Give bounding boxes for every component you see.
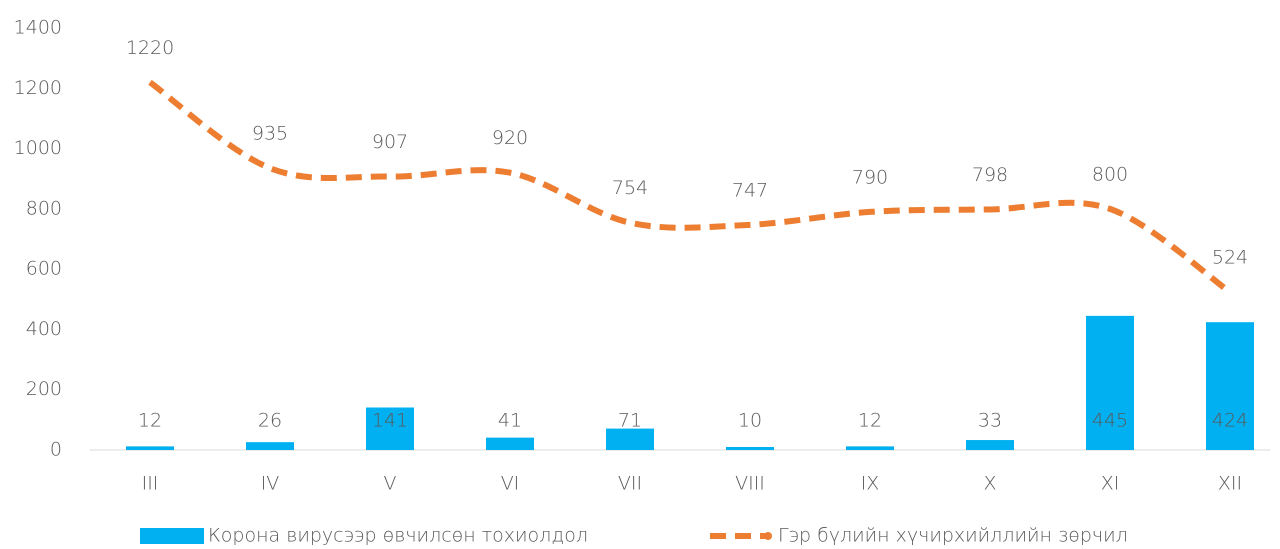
bar-value-label: 141 bbox=[372, 410, 408, 432]
x-tick-label: VI bbox=[501, 473, 520, 495]
bar bbox=[126, 446, 174, 450]
bar bbox=[246, 442, 294, 450]
x-tick-label: VIII bbox=[735, 473, 765, 495]
line-value-label: 798 bbox=[972, 164, 1008, 186]
legend-marker bbox=[764, 532, 772, 540]
y-tick-label: 1200 bbox=[14, 77, 62, 99]
legend-swatch bbox=[140, 528, 204, 544]
line-value-label: 935 bbox=[252, 123, 288, 145]
x-tick-label: VII bbox=[618, 473, 642, 495]
bar-value-label: 12 bbox=[858, 410, 882, 432]
legend-label: Гэр бүлийн хүчирхийллийн зөрчил bbox=[778, 525, 1128, 547]
bar-value-label: 10 bbox=[738, 410, 762, 432]
line-value-label: 1220 bbox=[126, 37, 174, 59]
bar bbox=[606, 428, 654, 450]
x-tick-label: III bbox=[142, 473, 159, 495]
bar-value-label: 12 bbox=[138, 410, 162, 432]
bar-value-label: 33 bbox=[978, 410, 1002, 432]
bar bbox=[1206, 322, 1254, 450]
bar bbox=[1086, 315, 1134, 450]
x-tick-label: X bbox=[983, 473, 996, 495]
bar bbox=[486, 437, 534, 450]
y-tick-label: 1400 bbox=[14, 17, 62, 39]
bar-value-label: 71 bbox=[618, 410, 642, 432]
line bbox=[148, 79, 1232, 295]
y-tick-label: 400 bbox=[26, 318, 62, 340]
line-value-label: 754 bbox=[612, 177, 648, 199]
x-tick-label: IV bbox=[261, 473, 280, 495]
y-tick-label: 600 bbox=[26, 258, 62, 280]
x-tick-label: XII bbox=[1218, 473, 1242, 495]
line-value-label: 524 bbox=[1212, 247, 1248, 269]
y-tick-label: 200 bbox=[26, 378, 62, 400]
line-value-label: 800 bbox=[1092, 163, 1128, 185]
x-tick-label: V bbox=[384, 473, 397, 495]
y-tick-label: 0 bbox=[50, 439, 62, 461]
line-value-label: 747 bbox=[732, 179, 768, 201]
bar bbox=[966, 440, 1014, 450]
bar bbox=[366, 407, 414, 450]
bar bbox=[726, 446, 774, 450]
line-value-label: 790 bbox=[852, 166, 888, 188]
bar-value-label: 445 bbox=[1092, 410, 1128, 432]
bar-value-label: 41 bbox=[498, 410, 522, 432]
x-tick-label: XI bbox=[1101, 473, 1120, 495]
line-value-label: 920 bbox=[492, 127, 528, 149]
line-value-label: 907 bbox=[372, 131, 408, 153]
y-tick-label: 800 bbox=[26, 197, 62, 219]
x-tick-label: IX bbox=[861, 473, 880, 495]
legend-label: Корона вирусээр өвчилсөн тохиолдол bbox=[208, 525, 588, 547]
bar bbox=[846, 446, 894, 450]
bar-value-label: 26 bbox=[258, 410, 282, 432]
bar-value-label: 424 bbox=[1212, 410, 1248, 432]
y-tick-label: 1000 bbox=[14, 137, 62, 159]
